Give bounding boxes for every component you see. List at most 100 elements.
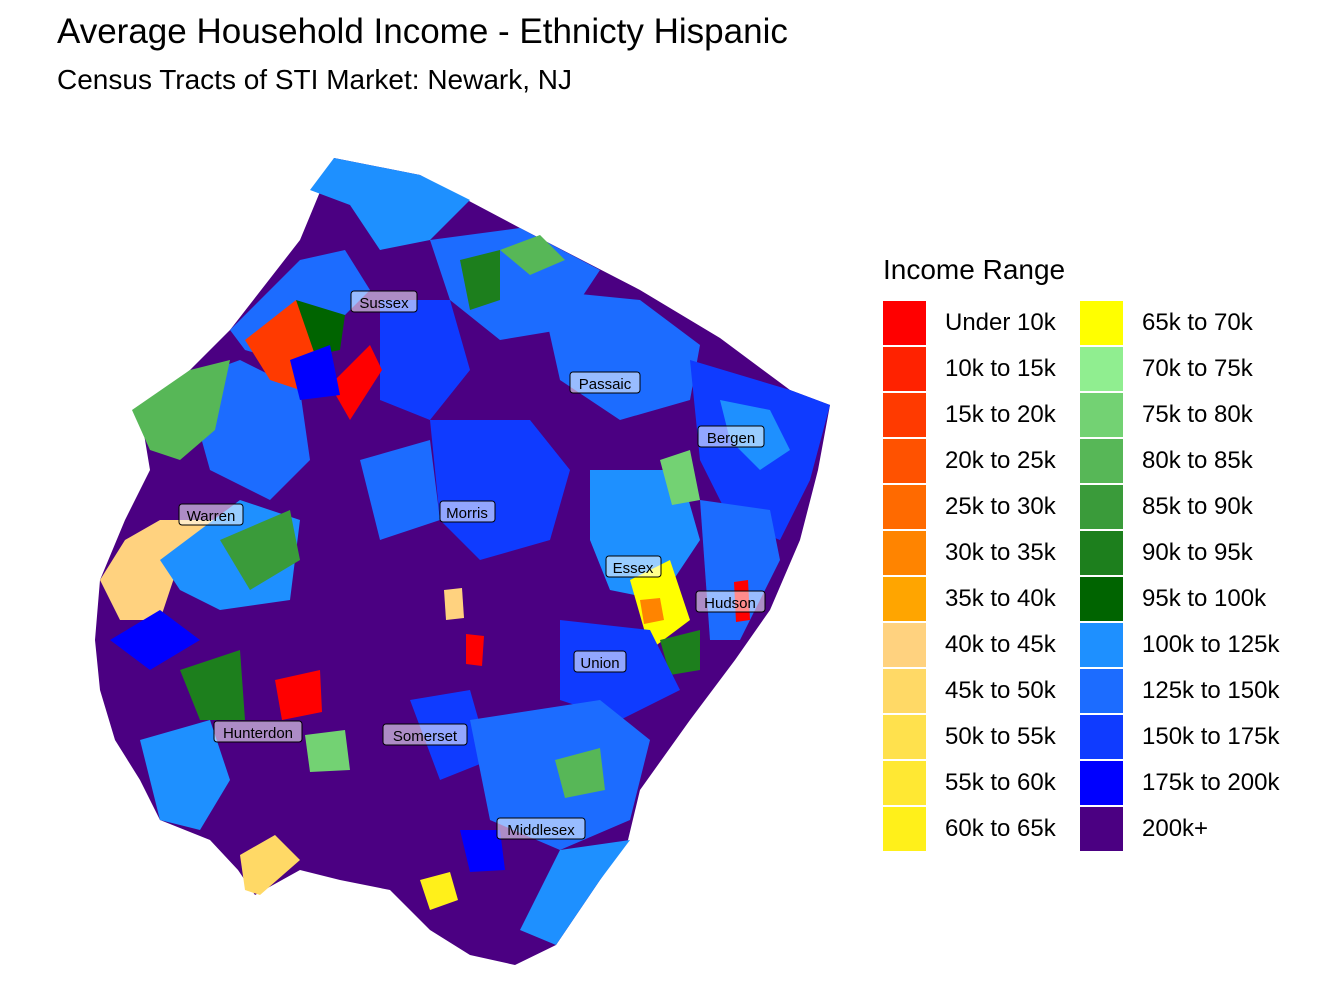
legend-swatch: [883, 531, 926, 575]
region-lightgreen-hunterdon: [305, 730, 350, 772]
region-green-hudson: [660, 630, 700, 675]
county-label-essex: Essex: [605, 555, 662, 578]
region-blue-sussex-pure: [290, 345, 340, 400]
legend-swatch: [1080, 439, 1123, 483]
legend-item: 35k to 40k: [883, 576, 1113, 622]
legend-item: 10k to 15k: [883, 346, 1113, 392]
county-label-union: Union: [573, 650, 627, 673]
legend-label: 75k to 80k: [1142, 401, 1253, 428]
region-green-middlesex: [555, 748, 605, 798]
legend-item: 40k to 45k: [883, 622, 1113, 668]
region-orange-essex: [640, 598, 664, 624]
county-label-passaic: Passaic: [569, 371, 641, 394]
legend-swatch: [1080, 301, 1123, 345]
region-green-ne-2: [500, 235, 565, 275]
region-red-hunterdon: [275, 670, 322, 720]
legend-label: 20k to 25k: [945, 447, 1056, 474]
legend-item: Under 10k: [883, 300, 1113, 346]
legend-item: 75k to 80k: [1080, 392, 1310, 438]
legend-item: 30k to 35k: [883, 530, 1113, 576]
legend-label: 60k to 65k: [945, 815, 1056, 842]
legend-item: 60k to 65k: [883, 806, 1113, 852]
county-label-morris: Morris: [439, 500, 496, 523]
legend-label: 80k to 85k: [1142, 447, 1253, 474]
region-blue-hunterdon-west: [110, 610, 200, 670]
legend-label: 95k to 100k: [1142, 585, 1267, 612]
legend-swatch: [1080, 761, 1123, 805]
legend-label: 85k to 90k: [1142, 493, 1253, 520]
legend-swatch: [1080, 807, 1123, 851]
svg-text:Warren: Warren: [187, 508, 236, 525]
legend-swatch: [1080, 531, 1123, 575]
county-label-hudson: Hudson: [695, 590, 766, 613]
svg-text:Hunterdon: Hunterdon: [223, 725, 293, 742]
legend-label: 35k to 40k: [945, 585, 1056, 612]
legend-label: 70k to 75k: [1142, 355, 1253, 382]
legend-swatch: [883, 485, 926, 529]
legend-label: 10k to 15k: [945, 355, 1056, 382]
region-green-warren: [132, 360, 230, 460]
map-regions: [95, 158, 830, 965]
legend-swatch: [1080, 715, 1123, 759]
legend-item: 50k to 55k: [883, 714, 1113, 760]
legend-label: 40k to 45k: [945, 631, 1056, 658]
census-tract-map: Sussex Passaic Bergen Warren Morris Esse…: [95, 158, 830, 965]
legend-item: 150k to 175k: [1080, 714, 1310, 760]
legend-label: 125k to 150k: [1142, 677, 1280, 704]
region-red-sussex-2: [330, 345, 382, 420]
legend-label: 90k to 95k: [1142, 539, 1253, 566]
legend-swatch: [883, 301, 926, 345]
svg-text:Sussex: Sussex: [359, 295, 409, 312]
legend-item: 90k to 95k: [1080, 530, 1310, 576]
chart-title: Average Household Income - Ethnicty Hisp…: [57, 12, 788, 51]
legend-item: 125k to 150k: [1080, 668, 1310, 714]
region-blue-middlesex-south: [520, 840, 630, 945]
region-blue-middlesex-west: [460, 830, 505, 872]
region-green-sussex: [296, 300, 345, 355]
legend-label: 100k to 125k: [1142, 631, 1280, 658]
legend-swatch: [1080, 393, 1123, 437]
region-green-warren-2: [220, 510, 300, 590]
legend-label: 50k to 55k: [945, 723, 1056, 750]
svg-text:Hudson: Hudson: [704, 595, 756, 612]
region-yellow-middlesex: [420, 872, 458, 910]
region-red-morris: [466, 634, 484, 666]
region-green-ne-1: [460, 250, 500, 310]
region-blue-hunterdon-south: [140, 720, 230, 830]
legend-swatch: [883, 393, 926, 437]
region-blue-morris-2: [360, 440, 440, 540]
legend-item: 15k to 20k: [883, 392, 1113, 438]
region-blue-morris: [430, 420, 570, 560]
legend-swatch: [883, 347, 926, 391]
legend-label: 150k to 175k: [1142, 723, 1280, 750]
legend-swatch: [883, 807, 926, 851]
legend-label: 15k to 20k: [945, 401, 1056, 428]
legend-swatch: [883, 439, 926, 483]
legend-label: 175k to 200k: [1142, 769, 1280, 796]
legend-item: 100k to 125k: [1080, 622, 1310, 668]
legend-swatch: [883, 623, 926, 667]
legend-label: Under 10k: [945, 309, 1056, 336]
legend-title: Income Range: [883, 254, 1066, 285]
svg-text:Middlesex: Middlesex: [507, 822, 575, 839]
legend-item: 175k to 200k: [1080, 760, 1310, 806]
legend-item: 95k to 100k: [1080, 576, 1310, 622]
legend-item: 85k to 90k: [1080, 484, 1310, 530]
chart-subtitle: Census Tracts of STI Market: Newark, NJ: [57, 64, 573, 95]
legend-label: 30k to 35k: [945, 539, 1056, 566]
legend-item: 25k to 30k: [883, 484, 1113, 530]
legend-item: 70k to 75k: [1080, 346, 1310, 392]
legend-item: 55k to 60k: [883, 760, 1113, 806]
legend-swatch: [883, 761, 926, 805]
legend-item: 80k to 85k: [1080, 438, 1310, 484]
legend-swatch: [883, 577, 926, 621]
legend-item: 200k+: [1080, 806, 1310, 852]
region-yellow-hunterdon: [240, 835, 300, 895]
legend-swatch: [1080, 577, 1123, 621]
svg-text:Morris: Morris: [446, 505, 488, 522]
legend-swatch: [1080, 485, 1123, 529]
county-label-middlesex: Middlesex: [496, 817, 586, 840]
legend-swatch: [1080, 623, 1123, 667]
legend-swatch: [1080, 347, 1123, 391]
region-green-essex: [660, 450, 700, 505]
